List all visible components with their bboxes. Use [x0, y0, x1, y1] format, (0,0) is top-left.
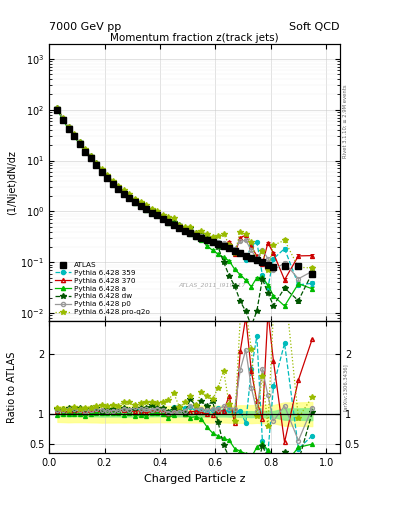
Text: [arXiv:1306.3436]: [arXiv:1306.3436]: [343, 363, 348, 411]
Y-axis label: Ratio to ATLAS: Ratio to ATLAS: [7, 351, 17, 423]
Text: 7000 GeV pp: 7000 GeV pp: [49, 23, 121, 32]
Text: Rivet 3.1.10; ≥ 2.9M events: Rivet 3.1.10; ≥ 2.9M events: [343, 84, 348, 158]
Title: Momentum fraction z(track jets): Momentum fraction z(track jets): [110, 33, 279, 42]
X-axis label: Charged Particle z: Charged Particle z: [144, 474, 245, 483]
Legend: ATLAS, Pythia 6.428 359, Pythia 6.428 370, Pythia 6.428 a, Pythia 6.428 dw, Pyth: ATLAS, Pythia 6.428 359, Pythia 6.428 37…: [53, 260, 152, 317]
Y-axis label: (1/Njet)dN/dz: (1/Njet)dN/dz: [7, 150, 17, 215]
Text: Soft QCD: Soft QCD: [290, 23, 340, 32]
Text: ATLAS_2011_I919017: ATLAS_2011_I919017: [178, 282, 246, 288]
